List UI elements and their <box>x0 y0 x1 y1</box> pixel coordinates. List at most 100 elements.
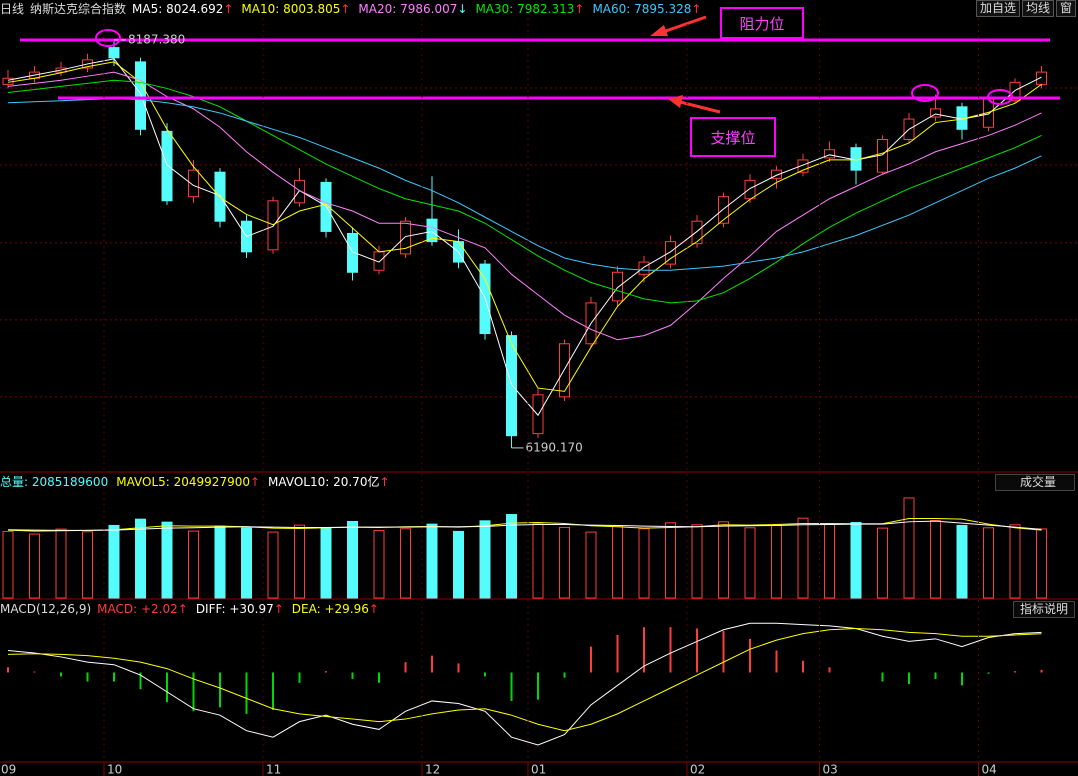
volume-pane <box>2 497 1047 599</box>
legend-trend: ↑ <box>273 602 284 616</box>
candle-body <box>718 196 729 224</box>
volume-bar <box>1036 528 1047 599</box>
volume-bar <box>161 521 173 599</box>
volume-bar <box>400 528 411 599</box>
legend-label: MAVOL10: 20.70亿 <box>268 475 380 489</box>
candle-body <box>320 181 332 232</box>
volume-bar <box>797 517 809 599</box>
toolbar-button[interactable]: 窗 <box>1055 0 1076 17</box>
candle-body <box>347 232 358 273</box>
ma-line <box>7 98 1042 271</box>
volume-bar <box>903 497 915 599</box>
legend-label: MA60: 7895.328 <box>592 2 692 16</box>
legend-item: MA30: 7982.313↑ <box>475 1 584 17</box>
candle-body <box>108 47 120 59</box>
volume-bar <box>877 527 888 599</box>
volume-bar <box>347 520 358 599</box>
ma-line <box>7 71 1042 341</box>
legend-item: MA5: 8024.692↑ <box>132 1 233 17</box>
macd-line <box>7 627 1042 732</box>
legend-label: DIFF: +30.97 <box>195 602 274 616</box>
macd-header: MACD(12,26,9) MACD: +2.02↑ DIFF: +30.97↑ D… <box>0 601 379 617</box>
candle-body <box>638 261 650 275</box>
volume-total: 总量: 2085189600 <box>0 475 109 489</box>
candle-body <box>294 179 305 204</box>
volume-bar <box>108 524 120 599</box>
legend-item: MA60: 7895.328↑ <box>592 1 701 17</box>
candle-body <box>797 159 809 173</box>
legend-trend: ↑ <box>691 2 702 16</box>
volume-bar <box>241 527 252 599</box>
legend-trend: ↑ <box>340 2 351 16</box>
legend-item: MA20: 7986.007↓ <box>358 1 467 17</box>
candle-body <box>426 218 438 243</box>
help-button[interactable]: 指标说明 <box>1012 601 1075 618</box>
help-label[interactable]: 指标说明 <box>1019 602 1068 616</box>
support-label: 支撑位 <box>710 128 756 147</box>
indicator-select-label[interactable]: 成交量 <box>1019 475 1056 489</box>
ma-line <box>7 58 1042 417</box>
macd-line <box>7 622 1042 746</box>
legend-trend: ↓ <box>457 2 468 16</box>
highlight-circle <box>911 84 939 102</box>
x-tick-label: 10 <box>107 763 122 776</box>
legend-trend: ↑ <box>223 2 234 16</box>
legend-item: DIFF: +30.97↑ <box>196 601 284 617</box>
volume-bar <box>426 523 438 599</box>
volume-bar <box>930 519 941 599</box>
volume-bar <box>850 521 862 599</box>
candle-body <box>771 169 782 179</box>
x-tick-label: 01 <box>531 763 546 776</box>
index-name: 纳斯达克综合指数 <box>30 2 127 16</box>
candle-body <box>612 271 623 302</box>
candle-body <box>188 169 199 198</box>
extreme-label: 6190.170 <box>526 440 583 454</box>
volume-bar <box>744 527 756 599</box>
volume-bar <box>82 531 93 599</box>
volume-bar <box>771 524 782 599</box>
x-tick-label: 02 <box>690 763 705 776</box>
volume-bar <box>373 529 385 599</box>
volume-bar <box>294 524 305 599</box>
legend-label: MAVOL5: 2049927900 <box>116 475 250 489</box>
candle-body <box>400 220 411 255</box>
toolbar-button[interactable]: 均线 <box>1021 0 1054 17</box>
candle-body <box>1009 81 1021 102</box>
price-header: 日线 纳斯达克综合指数 MA5: 8024.692↑ MA10: 8003.805… <box>0 1 701 17</box>
toolbar-button[interactable]: 加自选 <box>975 0 1020 17</box>
legend-item: MAVOL10: 20.70亿↑ <box>268 474 389 490</box>
volume-bar <box>1009 524 1021 599</box>
candle-body <box>135 61 146 130</box>
resistance-box: 阻力位 <box>720 7 804 39</box>
volume-bar <box>956 524 968 599</box>
volume-bar <box>214 525 226 599</box>
indicator-select[interactable]: 成交量 <box>994 474 1075 491</box>
macd-title: MACD(12,26,9) <box>0 602 92 616</box>
volume-bar <box>665 522 676 599</box>
volume-bar <box>824 523 835 599</box>
candle-body <box>161 130 173 202</box>
support-box: 支撑位 <box>690 117 776 157</box>
macd-pane <box>7 622 1043 746</box>
x-tick-label: 09 <box>1 763 16 776</box>
volume-bar <box>2 530 14 599</box>
resistance-label: 阻力位 <box>739 14 785 33</box>
volume-bar <box>506 514 517 599</box>
legend-trend: ↑ <box>249 475 261 489</box>
legend-label: DEA: +29.96 <box>291 602 369 616</box>
volume-header: 总量: 2085189600 MAVOL5: 2049927900↑ MAVOL10… <box>0 474 390 490</box>
macd-legend: MACD: +2.02↑ DIFF: +30.97↑ DEA: +29.96↑ <box>97 601 379 617</box>
volume-bar <box>718 521 729 599</box>
candle-body <box>559 343 570 398</box>
volume-bar <box>612 525 623 599</box>
candle-body <box>665 241 676 265</box>
legend-item: MA10: 8003.805↑ <box>241 1 350 17</box>
volume-bar <box>29 533 40 599</box>
volume-bar <box>559 526 570 599</box>
legend-label: MA5: 8024.692 <box>132 2 224 16</box>
ma-line <box>7 79 1042 304</box>
volume-bar <box>55 528 67 599</box>
legend-item: MAVOL5: 2049927900↑ <box>116 474 260 490</box>
ma-line <box>7 61 1042 392</box>
